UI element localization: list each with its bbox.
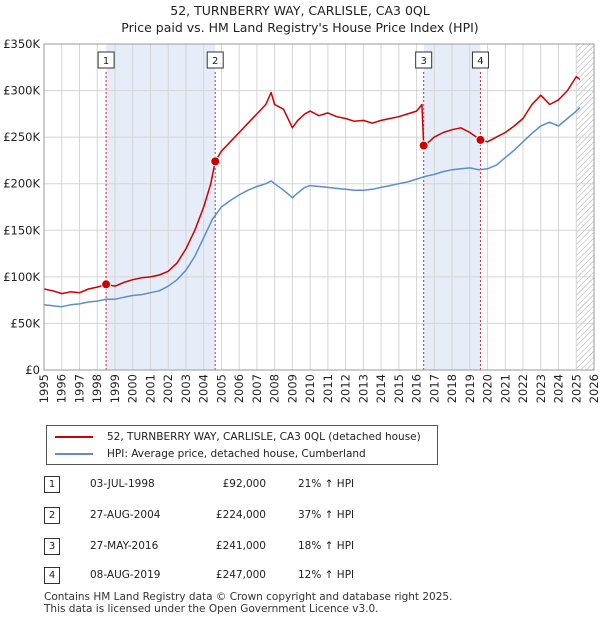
x-tick-label: 2012	[339, 374, 353, 403]
legend-label-property: 52, TURNBERRY WAY, CARLISLE, CA3 0QL (de…	[107, 431, 421, 443]
x-tick-label: 1997	[72, 374, 86, 403]
legend-item-property: 52, TURNBERRY WAY, CARLISLE, CA3 0QL (de…	[55, 429, 421, 445]
x-tick-label: 2026	[587, 374, 600, 403]
sale-number-label: 2	[212, 56, 218, 67]
transaction-price: £224,000	[215, 509, 266, 521]
x-tick-label: 2005	[214, 374, 228, 403]
sale-point	[210, 156, 221, 167]
x-tick-label: 2025	[569, 374, 583, 403]
transaction-number: 1	[44, 476, 60, 493]
sale-number-label: 1	[103, 56, 109, 67]
y-tick-label: £50K	[11, 316, 41, 330]
transaction-hpi: 18% ↑ HPI	[298, 540, 355, 552]
x-tick-label: 2010	[303, 374, 317, 403]
x-tick-label: 2024	[552, 374, 566, 403]
plot-border	[43, 43, 595, 371]
x-tick-label: 2009	[285, 374, 299, 403]
transaction-date: 27-AUG-2004	[90, 509, 161, 521]
transaction-number: 2	[44, 507, 60, 524]
x-tick-label: 2019	[463, 374, 477, 403]
x-tick-label: 2002	[161, 374, 175, 403]
x-tick-label: 2016	[410, 374, 424, 403]
footer-copyright: Contains HM Land Registry data © Crown c…	[44, 591, 453, 603]
x-tick-label: 2013	[356, 374, 370, 403]
y-tick-label: £250K	[3, 130, 40, 144]
price-chart: £0 £50K £100K £150K £200K £250K £300K £350K 1995…	[3, 37, 600, 403]
y-tick-label: £300K	[3, 84, 40, 98]
x-tick-label: 1995	[37, 374, 51, 403]
legend-swatch-hpi	[55, 453, 93, 455]
x-tick-label: 2007	[250, 374, 264, 403]
x-tick-label: 2001	[143, 374, 157, 403]
y-tick-label: £200K	[3, 177, 40, 191]
property-price-line	[43, 75, 581, 295]
x-tick-label: 2000	[126, 374, 140, 403]
x-tick-label: 2014	[374, 374, 388, 403]
table-row: 2 27-AUG-2004 £224,000 37% ↑ HPI	[44, 507, 404, 525]
hpi-line	[43, 106, 581, 308]
table-row: 1 03-JUL-1998 £92,000 21% ↑ HPI	[44, 476, 404, 494]
x-tick-label: 2004	[197, 374, 211, 403]
x-tick-label: 2008	[268, 374, 282, 403]
table-row: 4 08-AUG-2019 £247,000 12% ↑ HPI	[44, 567, 404, 585]
x-tick-label: 2023	[534, 374, 548, 403]
shaded-period	[106, 44, 216, 370]
sale-number-label: 3	[420, 56, 426, 67]
sale-point	[475, 134, 486, 145]
x-tick-label: 1996	[55, 374, 69, 403]
transaction-hpi: 12% ↑ HPI	[298, 569, 355, 581]
x-tick-label: 2022	[516, 374, 530, 403]
transaction-date: 27-MAY-2016	[90, 540, 159, 552]
transaction-number: 4	[44, 567, 60, 584]
legend: 52, TURNBERRY WAY, CARLISLE, CA3 0QL (de…	[46, 425, 438, 465]
transaction-price: £247,000	[215, 569, 266, 581]
transaction-number: 3	[44, 538, 60, 555]
y-tick-label: £150K	[3, 223, 40, 237]
y-tick-label: £100K	[3, 270, 40, 284]
x-tick-label: 2017	[427, 374, 441, 403]
x-tick-label: 2020	[481, 374, 495, 403]
legend-label-hpi: HPI: Average price, detached house, Cumb…	[107, 448, 366, 460]
sale-number-box	[206, 51, 224, 69]
table-row: 3 27-MAY-2016 £241,000 18% ↑ HPI	[44, 538, 404, 556]
sale-point	[101, 279, 112, 290]
sale-number-box	[415, 51, 433, 69]
x-tick-label: 1998	[90, 374, 104, 403]
footer-licence: This data is licensed under the Open Gov…	[44, 603, 379, 615]
legend-swatch-property	[55, 436, 93, 438]
sale-point	[418, 140, 429, 151]
transaction-hpi: 37% ↑ HPI	[298, 509, 355, 521]
x-tick-label: 2003	[179, 374, 193, 403]
sale-number-label: 4	[477, 56, 483, 67]
transaction-date: 03-JUL-1998	[90, 478, 155, 490]
chart-subtitle: Price paid vs. HM Land Registry's House …	[121, 20, 479, 35]
transaction-date: 08-AUG-2019	[90, 569, 161, 581]
sale-number-box	[97, 51, 115, 69]
x-tick-label: 2021	[498, 374, 512, 403]
legend-item-hpi: HPI: Average price, detached house, Cumb…	[55, 446, 366, 462]
chart-title: 52, TURNBERRY WAY, CARLISLE, CA3 0QL	[170, 3, 430, 18]
y-tick-label: £0	[25, 363, 40, 377]
transaction-hpi: 21% ↑ HPI	[298, 478, 355, 490]
x-tick-label: 2011	[321, 374, 335, 403]
x-tick-label: 1999	[108, 374, 122, 403]
x-tick-label: 2015	[392, 374, 406, 403]
y-tick-label: £350K	[3, 37, 40, 51]
x-tick-label: 2006	[232, 374, 246, 403]
transaction-price: £241,000	[215, 540, 266, 552]
sale-number-box	[471, 51, 489, 69]
x-tick-label: 2018	[445, 374, 459, 403]
transaction-price: £92,000	[222, 478, 266, 490]
forecast-hatch	[576, 44, 594, 370]
